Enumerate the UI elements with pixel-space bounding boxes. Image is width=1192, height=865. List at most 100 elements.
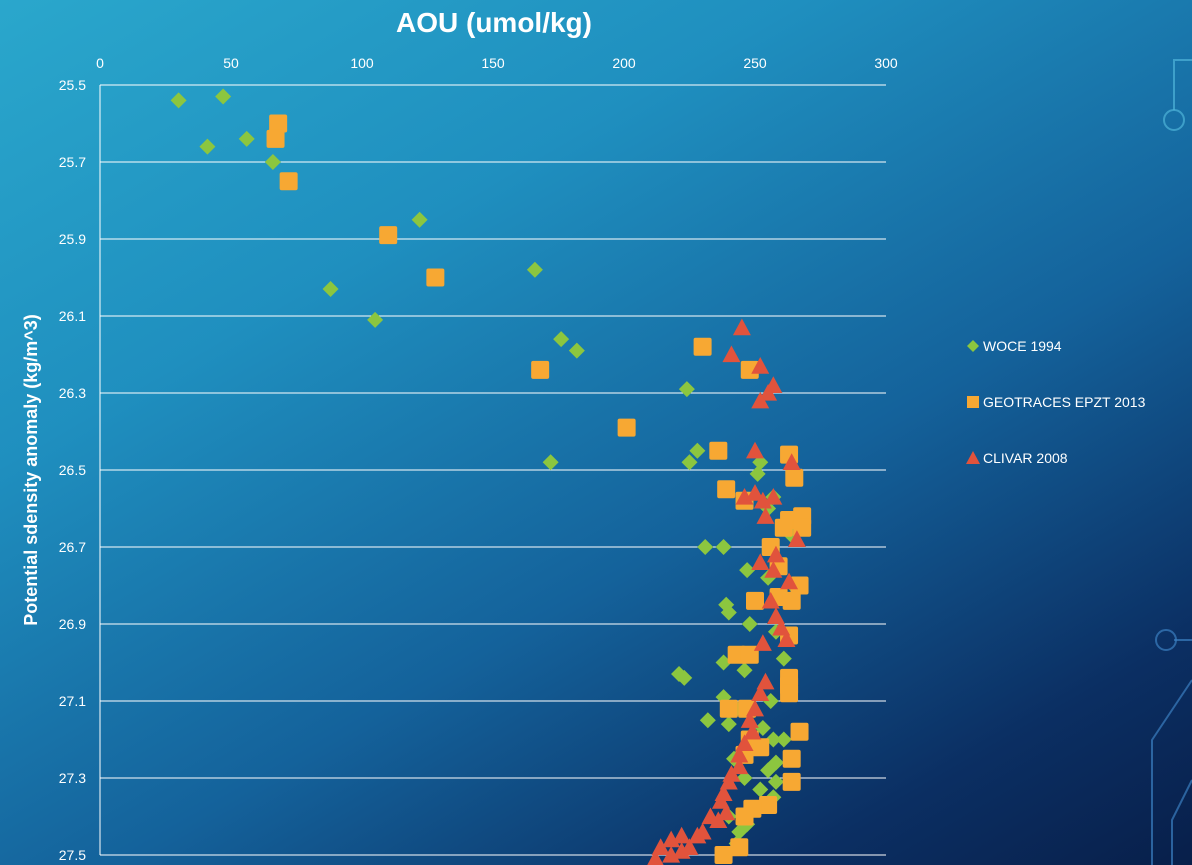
- data-point: [746, 441, 764, 459]
- data-point: [215, 88, 232, 105]
- y-tick-label: 26.5: [59, 462, 86, 478]
- data-point: [688, 826, 707, 844]
- chart-title: AOU (umol/kg): [396, 7, 592, 38]
- data-point: [787, 530, 806, 547]
- x-tick-label: 250: [743, 55, 767, 71]
- data-point: [672, 826, 691, 844]
- data-point: [765, 731, 782, 748]
- data-point: [266, 129, 285, 148]
- data-point: [753, 634, 772, 651]
- data-point: [647, 849, 664, 865]
- data-point: [714, 846, 733, 864]
- data-point: [676, 669, 693, 686]
- legend-label: CLIVAR 2008: [983, 450, 1068, 466]
- y-axis-ticks: 25.5 25.7 25.9 26.1 26.3 26.5 26.7 26.9 27.1 27.3…: [59, 77, 86, 863]
- data-point: [732, 318, 751, 336]
- data-point: [542, 454, 559, 471]
- data-point: [735, 734, 754, 751]
- data-point: [766, 607, 785, 624]
- data-point: [790, 576, 809, 595]
- decorative-circuit-lines: [1151, 59, 1192, 865]
- x-tick-label: 0: [96, 55, 104, 71]
- data-point: [790, 722, 809, 741]
- data-point: [720, 716, 737, 733]
- legend: WOCE 1994 GEOTRACES EPZT 2013 CLIVAR 2008: [966, 338, 1146, 466]
- series-1: [266, 114, 812, 864]
- data-points: [170, 88, 812, 865]
- data-point: [715, 654, 732, 671]
- y-tick-label: 25.5: [59, 77, 86, 93]
- data-point: [772, 618, 791, 636]
- x-tick-label: 200: [612, 55, 636, 71]
- data-point: [760, 762, 777, 779]
- y-tick-label: 26.7: [59, 539, 86, 555]
- data-point: [756, 672, 775, 690]
- data-point: [367, 311, 384, 328]
- data-point: [697, 539, 714, 555]
- data-point: [379, 226, 398, 245]
- data-point: [751, 553, 770, 571]
- data-point: [751, 391, 770, 409]
- y-tick-label: 25.9: [59, 231, 86, 247]
- data-point: [782, 591, 801, 610]
- x-tick-label: 150: [481, 55, 505, 71]
- data-point: [785, 468, 804, 487]
- data-point: [269, 114, 288, 133]
- data-point: [739, 562, 756, 579]
- data-point: [736, 662, 753, 679]
- data-point: [722, 345, 741, 363]
- data-point: [782, 749, 801, 768]
- data-point: [749, 465, 766, 482]
- y-tick-label: 27.1: [59, 693, 86, 709]
- data-point: [651, 838, 670, 855]
- y-tick-label: 26.3: [59, 385, 86, 401]
- legend-item: CLIVAR 2008: [966, 450, 1068, 466]
- data-point: [526, 261, 543, 278]
- data-point: [719, 699, 738, 718]
- data-point: [717, 480, 736, 499]
- data-point: [681, 454, 698, 471]
- data-point: [740, 360, 759, 379]
- data-point: [751, 684, 770, 701]
- data-point: [411, 211, 428, 228]
- data-point: [322, 281, 339, 298]
- data-point: [730, 757, 749, 775]
- y-tick-label: 27.3: [59, 770, 86, 786]
- legend-marker: [967, 396, 979, 408]
- data-point: [743, 722, 762, 740]
- data-point: [761, 591, 780, 609]
- y-axis-title: Potential sdensity anomaly (kg/m^3): [21, 314, 41, 626]
- data-point: [782, 772, 801, 791]
- data-point: [731, 823, 748, 840]
- data-point: [672, 842, 691, 859]
- data-point: [767, 773, 784, 790]
- data-point: [759, 384, 778, 401]
- data-point: [746, 484, 764, 501]
- legend-marker: [966, 451, 980, 464]
- x-axis-ticks: 0 50 100 150 200 250 300: [96, 55, 898, 71]
- data-point: [751, 357, 770, 374]
- data-point: [746, 591, 764, 610]
- data-point: [756, 507, 775, 524]
- data-point: [279, 172, 298, 191]
- data-point: [730, 838, 749, 857]
- x-tick-label: 100: [350, 55, 374, 71]
- data-point: [238, 130, 255, 147]
- data-point: [170, 92, 187, 109]
- data-point: [199, 138, 216, 155]
- data-point: [782, 453, 801, 470]
- data-point: [719, 772, 738, 790]
- legend-item: WOCE 1994: [967, 338, 1062, 354]
- legend-item: GEOTRACES EPZT 2013: [967, 394, 1146, 410]
- data-point: [730, 745, 749, 763]
- y-tick-label: 26.1: [59, 308, 86, 324]
- data-point: [715, 539, 732, 555]
- x-tick-label: 50: [223, 55, 239, 71]
- data-point: [568, 342, 585, 359]
- data-point: [775, 650, 792, 667]
- data-point: [759, 795, 778, 814]
- y-tick-label: 27.5: [59, 847, 86, 863]
- data-point: [754, 719, 771, 736]
- data-point: [531, 360, 550, 379]
